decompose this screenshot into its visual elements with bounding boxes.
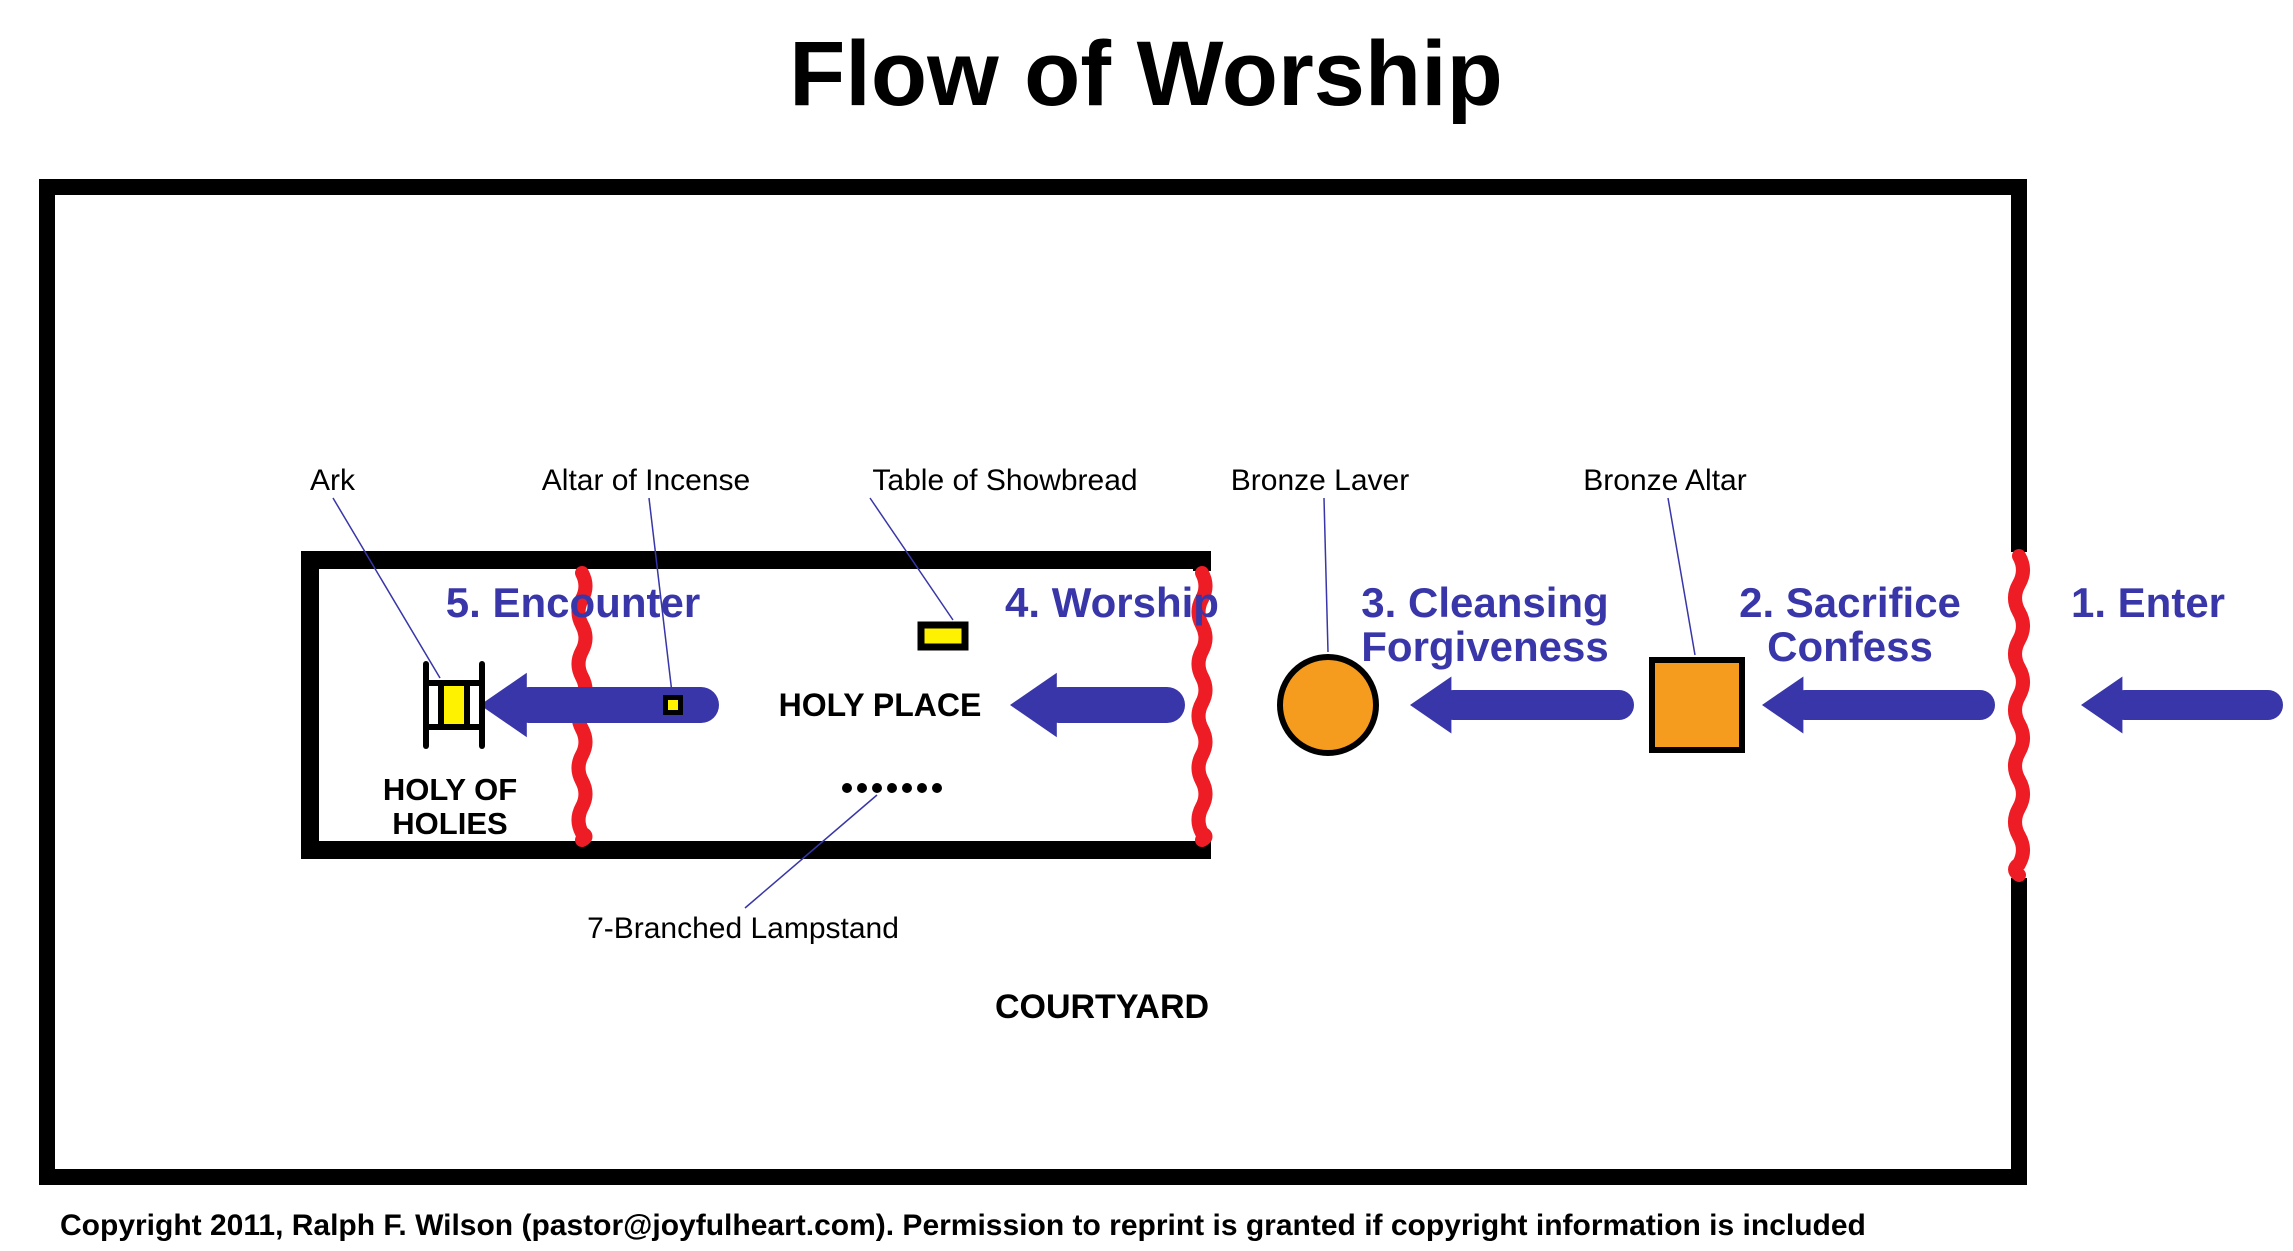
arrow-2-head: [1762, 676, 1803, 733]
holy-of-holies-l1: HOLY OF: [383, 772, 517, 807]
lampstand-dot: [887, 783, 897, 793]
step-2-line1: 2. Sacrifice: [1739, 579, 1961, 626]
step-2-line2: Confess: [1767, 623, 1933, 670]
lampstand-dot: [857, 783, 867, 793]
lampstand-dot: [842, 783, 852, 793]
step-4-line1: 4. Worship: [1005, 579, 1219, 626]
showbread-callout-label: Table of Showbread: [872, 464, 1137, 497]
diagram-title: Flow of Worship: [789, 23, 1503, 125]
courtyard-label: COURTYARD: [995, 988, 1209, 1026]
copyright-text: Copyright 2011, Ralph F. Wilson (pastor@…: [60, 1209, 1866, 1242]
ark-callout-leader: [333, 498, 440, 678]
bronze-laver-icon: [1280, 657, 1376, 753]
holy-place-label: HOLY PLACE: [779, 687, 982, 723]
arrow-5-head: [480, 673, 527, 737]
outer-entrance-curtain: [2015, 556, 2023, 875]
altar-callout-label: Bronze Altar: [1583, 464, 1746, 497]
ark-callout-label: Ark: [310, 464, 356, 497]
step-3-line1: 3. Cleansing: [1361, 579, 1608, 626]
table-of-showbread-icon: [921, 625, 965, 647]
lampstand-callout-label: 7-Branched Lampstand: [587, 912, 899, 945]
lampstand-dot: [917, 783, 927, 793]
bronze-altar-icon: [1652, 660, 1742, 750]
laver-callout-label: Bronze Laver: [1231, 464, 1409, 497]
step-1-line1: 1. Enter: [2071, 579, 2225, 626]
lampstand-dot: [902, 783, 912, 793]
arrow-3-head: [1410, 676, 1451, 733]
arrow-4-head: [1010, 673, 1057, 737]
step-3-line2: Forgiveness: [1361, 623, 1608, 670]
lampstand-dot: [872, 783, 882, 793]
ark-body-icon: [441, 683, 467, 727]
arrow-1-head: [2081, 676, 2122, 733]
holy-of-holies-l2: HOLIES: [392, 806, 507, 841]
incense-callout-label: Altar of Incense: [542, 464, 750, 497]
diagram-canvas: Flow of Worship 1. Enter 2. SacrificeConfe…: [0, 0, 2293, 1251]
altar-callout-leader: [1668, 498, 1695, 655]
altar-of-incense-icon: [666, 698, 681, 713]
lampstand-dot: [932, 783, 942, 793]
laver-callout-leader: [1324, 498, 1328, 652]
